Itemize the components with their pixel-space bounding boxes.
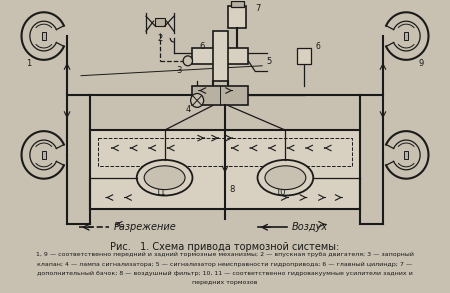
Text: передних тормозов: передних тормозов bbox=[192, 280, 258, 285]
Bar bbox=[42, 151, 46, 159]
Polygon shape bbox=[22, 12, 64, 60]
Bar bbox=[404, 151, 408, 159]
Circle shape bbox=[183, 56, 193, 66]
Bar bbox=[404, 32, 408, 40]
Text: Разрежение: Разрежение bbox=[113, 222, 176, 232]
Bar bbox=[193, 48, 248, 64]
Text: Воздух: Воздух bbox=[292, 222, 328, 232]
Text: 11: 11 bbox=[155, 188, 165, 197]
Bar bbox=[193, 86, 248, 105]
Bar bbox=[228, 6, 246, 28]
Polygon shape bbox=[386, 131, 428, 179]
Bar bbox=[42, 32, 46, 40]
Text: 6: 6 bbox=[315, 42, 320, 51]
Polygon shape bbox=[22, 131, 64, 179]
Text: Рис.   1. Схема привода тормозной системы:: Рис. 1. Схема привода тормозной системы: bbox=[110, 242, 340, 252]
Bar bbox=[90, 130, 360, 209]
Bar bbox=[213, 31, 228, 81]
Polygon shape bbox=[386, 12, 428, 60]
Ellipse shape bbox=[265, 166, 306, 190]
Text: 5: 5 bbox=[266, 57, 271, 66]
Bar bbox=[297, 48, 311, 64]
Text: дополнительный бачок; 8 — воздушный фильтр; 10, 11 — соответственно гидровакуумн: дополнительный бачок; 8 — воздушный филь… bbox=[37, 271, 413, 276]
Bar bbox=[155, 18, 165, 26]
Ellipse shape bbox=[257, 160, 313, 195]
Bar bbox=[230, 1, 243, 7]
Text: 4: 4 bbox=[185, 105, 190, 114]
Text: 3: 3 bbox=[176, 66, 181, 75]
Text: клапан; 4 — лампа сигнализатора; 5 — сигнализатор неисправности гидропривода; 6 : клапан; 4 — лампа сигнализатора; 5 — сиг… bbox=[37, 261, 413, 267]
Text: 10: 10 bbox=[275, 188, 286, 197]
Ellipse shape bbox=[144, 166, 185, 190]
Bar bbox=[98, 138, 352, 166]
Text: 1: 1 bbox=[27, 59, 32, 68]
Text: 2: 2 bbox=[158, 34, 162, 43]
Text: 7: 7 bbox=[255, 4, 260, 13]
Text: 6: 6 bbox=[199, 42, 204, 51]
Circle shape bbox=[191, 93, 204, 107]
Text: 9: 9 bbox=[418, 59, 423, 68]
Text: 1, 9 — соответственно передний и задний тормозные механизмы; 2 — впускная труба : 1, 9 — соответственно передний и задний … bbox=[36, 252, 414, 257]
Ellipse shape bbox=[137, 160, 193, 195]
Text: 8: 8 bbox=[230, 185, 235, 194]
